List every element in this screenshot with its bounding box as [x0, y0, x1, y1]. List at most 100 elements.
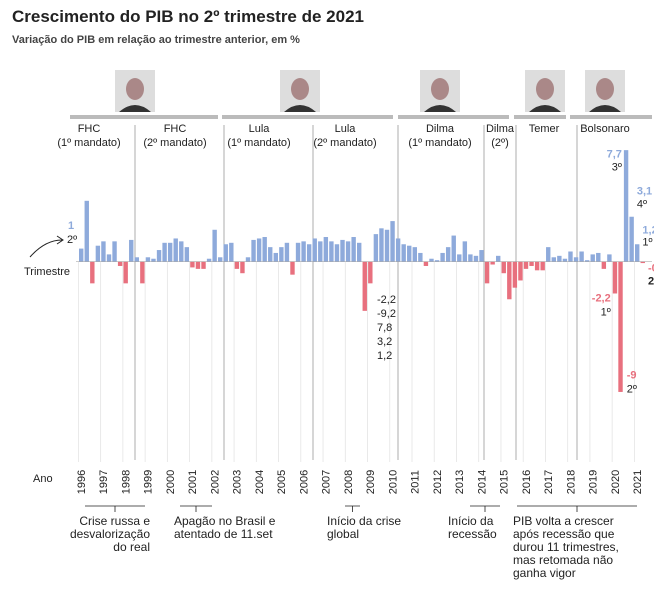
term-detail: (1º mandato)	[227, 137, 290, 149]
bar	[112, 241, 117, 262]
bar	[584, 260, 590, 262]
photo-face	[291, 78, 309, 100]
bar	[596, 252, 601, 262]
bar	[245, 257, 251, 262]
bar	[362, 261, 367, 311]
bar	[145, 257, 151, 262]
bar	[117, 261, 123, 266]
bar	[401, 244, 406, 262]
x-tick-label: 2007	[321, 470, 333, 494]
bar	[368, 261, 373, 284]
bar	[329, 241, 334, 262]
bar	[234, 261, 240, 269]
bar	[551, 257, 556, 262]
term-name: Dilma	[486, 123, 515, 135]
value-label: 7,7	[607, 149, 622, 161]
annotation-text: ganha vigor	[513, 566, 576, 580]
bar	[306, 244, 312, 262]
term-detail: (2º mandato)	[143, 137, 206, 149]
x-tick-label: 2015	[499, 470, 511, 494]
bar	[457, 254, 462, 262]
note: -9,2	[377, 308, 396, 320]
quarter-label: 3º	[612, 162, 622, 174]
term-detail: (1º mandato)	[57, 137, 120, 149]
bar	[512, 261, 518, 288]
annotation-text: global	[327, 527, 359, 541]
annotation-text: Apagão no Brasil e	[174, 514, 276, 528]
term-name: Temer	[529, 123, 560, 135]
annotation-bracket	[470, 505, 500, 512]
bar	[218, 257, 223, 262]
annotation-text: do real	[113, 540, 150, 554]
bar	[195, 261, 201, 269]
photo-face	[596, 78, 614, 100]
term-detail: (2º)	[491, 137, 508, 149]
bar	[318, 241, 323, 262]
value-label: -2,2	[592, 293, 611, 305]
term-name: Lula	[249, 123, 271, 135]
bar	[496, 255, 501, 262]
bar	[423, 261, 429, 266]
photo-body	[529, 105, 561, 112]
bar	[240, 261, 245, 274]
bar	[279, 247, 284, 262]
annotation-text: Início da	[448, 514, 494, 528]
bar	[101, 241, 106, 262]
bar	[618, 261, 623, 392]
bar	[507, 261, 512, 300]
annotation-text: desvalorização	[70, 527, 150, 541]
photo-face	[536, 78, 554, 100]
x-tick-label: 1997	[98, 470, 110, 494]
bar	[546, 247, 551, 262]
key-quarter: 2º	[67, 234, 77, 246]
bar	[323, 237, 329, 262]
annotation-text: após recessão que	[513, 527, 615, 541]
bar	[201, 261, 206, 269]
key-arrow-head	[56, 235, 64, 245]
bar	[412, 247, 417, 262]
term-band	[570, 115, 652, 119]
bar	[184, 247, 190, 262]
bar	[273, 252, 278, 262]
bar	[612, 261, 618, 294]
x-tick-label: 2019	[588, 470, 600, 494]
bar	[629, 216, 634, 262]
bar	[429, 258, 434, 262]
term-band	[514, 115, 566, 119]
term-name: Dilma	[426, 123, 455, 135]
annotation-bracket	[345, 505, 360, 512]
bar	[573, 257, 579, 262]
term-band	[222, 115, 393, 119]
term-band	[70, 115, 218, 119]
key-arrow	[29, 239, 63, 258]
bar	[490, 261, 495, 265]
bar	[95, 245, 101, 262]
annotation-bracket	[85, 505, 145, 512]
annotation-text: Início da crise	[327, 514, 401, 528]
bar	[156, 250, 162, 262]
term-detail: (1º mandato)	[408, 137, 471, 149]
term-name: FHC	[78, 123, 101, 135]
term-band	[398, 115, 509, 119]
quarter-label: 1º	[642, 237, 652, 249]
bar	[229, 242, 234, 262]
note: -2,2	[377, 294, 396, 306]
x-tick-label: 2020	[610, 470, 622, 494]
bar	[440, 252, 445, 262]
bar	[607, 254, 612, 262]
value-label: -9	[627, 370, 637, 382]
bar	[290, 261, 295, 275]
year-axis-label: Ano	[33, 473, 53, 485]
bar	[451, 235, 456, 262]
annotation-text: durou 11 trimestres,	[513, 540, 619, 554]
x-tick-label: 2014	[476, 470, 488, 494]
bar	[190, 261, 195, 268]
quarter-label: 2º	[648, 276, 654, 288]
bar	[256, 238, 262, 262]
bar	[79, 248, 84, 262]
bar	[151, 258, 156, 262]
bar	[640, 261, 645, 264]
bar	[106, 254, 112, 262]
annotation-text: recessão	[448, 527, 497, 541]
